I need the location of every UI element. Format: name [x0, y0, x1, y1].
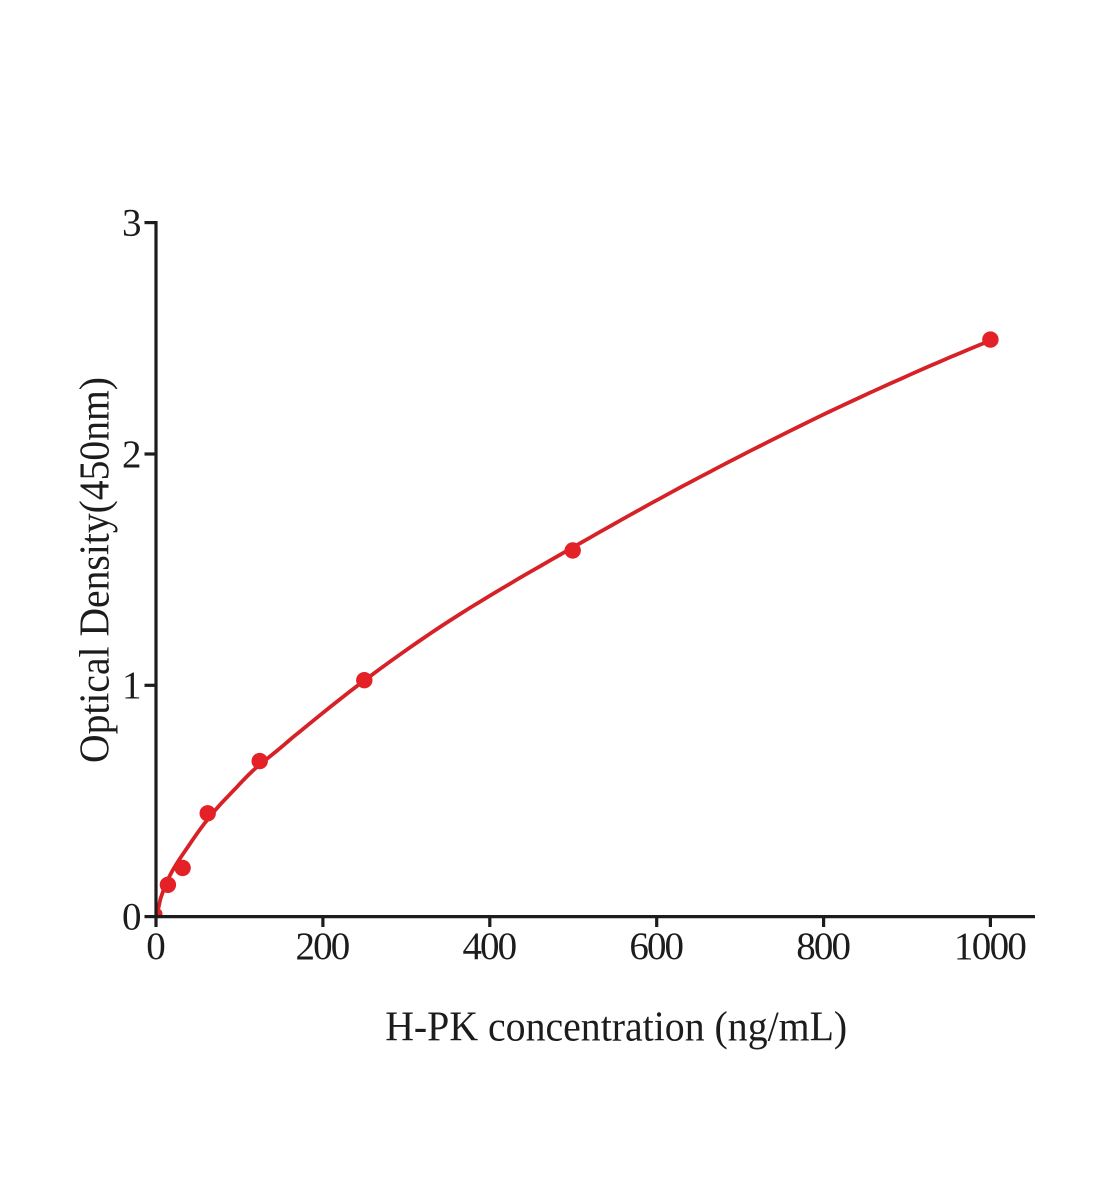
svg-text:Optical Density(450nm): Optical Density(450nm) — [73, 377, 119, 763]
svg-text:800: 800 — [796, 925, 851, 968]
svg-text:200: 200 — [296, 925, 351, 968]
svg-text:H-PK concentration (ng/mL): H-PK concentration (ng/mL) — [385, 1004, 847, 1050]
svg-text:3: 3 — [122, 202, 142, 245]
svg-text:1: 1 — [122, 664, 142, 707]
svg-text:400: 400 — [462, 925, 517, 968]
svg-text:0: 0 — [146, 925, 166, 968]
svg-text:0: 0 — [122, 896, 142, 939]
svg-text:600: 600 — [629, 925, 684, 968]
svg-text:1000: 1000 — [954, 925, 1027, 968]
svg-text:2: 2 — [122, 433, 142, 476]
